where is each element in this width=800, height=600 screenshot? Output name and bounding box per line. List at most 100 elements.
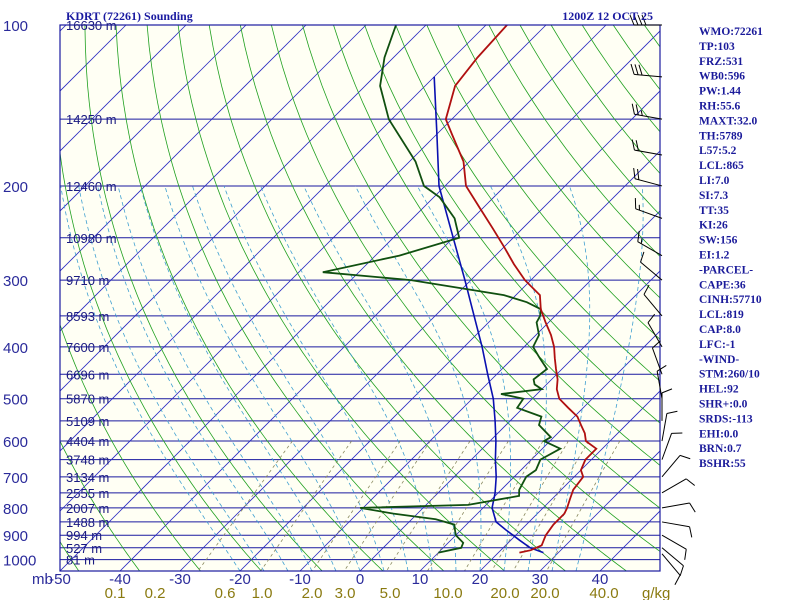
- temperature-tick-label: -30: [169, 571, 191, 588]
- mixing-ratio-label: 1.0: [252, 585, 273, 600]
- wind-barb-staff: [661, 413, 668, 442]
- moist-adiabat-line: [551, 185, 591, 571]
- temperature-tick-label: -50: [49, 571, 71, 588]
- pressure-tick-label: 1000: [3, 553, 36, 570]
- index-value: CAP:8.0: [699, 324, 741, 336]
- wind-barb-flag: [637, 14, 643, 26]
- mixing-ratio-line: [197, 440, 293, 571]
- height-label: 7600 m: [66, 340, 109, 355]
- plot-background: [60, 25, 660, 571]
- wind-barb-staff: [634, 113, 663, 120]
- mixing-ratio-line: [491, 440, 569, 571]
- parcel-trace: [433, 76, 544, 554]
- wind-barb-flag: [689, 526, 693, 538]
- temperature-tick-label: 40: [592, 571, 609, 588]
- height-label: 3748 m: [66, 453, 109, 468]
- height-label: 14250 m: [66, 112, 117, 127]
- dry-adiabat-line: [60, 323, 201, 571]
- pressure-tick-label: 500: [3, 392, 28, 409]
- wind-barb: [631, 103, 663, 120]
- wind-barb-flag: [647, 313, 656, 323]
- isotherm-line: [119, 30, 660, 571]
- index-value: CAPE:36: [699, 279, 746, 291]
- index-value: PW:1.44: [699, 86, 741, 98]
- pressure-tick-label: 700: [3, 470, 28, 487]
- wind-barb: [629, 14, 662, 26]
- wind-barb-staff: [634, 178, 663, 187]
- height-label: 4404 m: [66, 434, 109, 449]
- wind-barb-flag: [640, 251, 645, 263]
- index-value: KI:26: [699, 220, 728, 232]
- isotherm-line: [60, 25, 487, 452]
- station-title: KDRT (72261) Sounding: [66, 9, 193, 23]
- wind-barb: [637, 230, 663, 257]
- height-label: 3134 m: [66, 470, 109, 485]
- isotherm-line: [60, 25, 427, 392]
- units-label: mb: [32, 571, 53, 588]
- wind-barb-flag: [634, 64, 639, 75]
- index-value: CINH:57710: [699, 294, 762, 306]
- index-value: L57:5.2: [699, 145, 737, 157]
- mixing-ratio-label: 3.0: [335, 585, 356, 600]
- mixing-ratio-line: [546, 440, 621, 571]
- dry-adiabat-line: [302, 25, 660, 509]
- height-label: 6696 m: [66, 367, 109, 382]
- isotherm-line: [60, 25, 607, 571]
- wind-barb-staff: [661, 478, 687, 494]
- wind-barb: [661, 478, 696, 494]
- wind-barb: [630, 63, 663, 78]
- index-value: FRZ:531: [699, 56, 743, 68]
- isotherm-line: [60, 25, 187, 152]
- dry-adiabat-line: [84, 25, 323, 571]
- wind-barb: [661, 534, 687, 560]
- index-value: RH:55.6: [699, 101, 740, 113]
- wind-barb: [643, 284, 663, 317]
- isotherm-line: [60, 25, 247, 212]
- index-value: WMO:72261: [699, 26, 763, 38]
- index-value: TT:35: [699, 205, 729, 217]
- wind-barb-half: [640, 238, 643, 244]
- wind-barb: [647, 313, 663, 348]
- index-value: STM:260/10: [699, 369, 760, 381]
- temperature-tick-label: 10: [412, 571, 429, 588]
- temperature-tick-label: -20: [229, 571, 251, 588]
- wind-barb-staff: [651, 347, 663, 375]
- temperature-tick-label: -40: [109, 571, 131, 588]
- wind-barb-flag: [679, 565, 684, 577]
- wind-barb: [661, 454, 691, 478]
- mixing-ratio-label: 20.0: [530, 585, 559, 600]
- moist-adiabat-line: [192, 185, 385, 571]
- wind-barb: [634, 198, 663, 219]
- height-label: 81 m: [66, 553, 95, 568]
- temperature-tick-label: 30: [532, 571, 549, 588]
- index-value: SW:156: [699, 235, 738, 247]
- wind-barb-staff: [661, 553, 681, 576]
- isotherm-line: [0, 25, 6, 571]
- wind-barb-flag: [674, 575, 681, 585]
- mixing-ratio-line: [260, 440, 352, 571]
- wind-barb-flag: [637, 230, 640, 242]
- isotherm-line: [60, 25, 547, 512]
- index-value: WB0:596: [699, 71, 745, 83]
- dry-adiabat-line: [0, 25, 18, 571]
- wind-barb-flag: [685, 478, 696, 486]
- wind-barb-staff: [661, 433, 673, 460]
- height-label: 5870 m: [66, 392, 109, 407]
- mixing-ratio-line: [386, 440, 471, 571]
- moist-adiabat-line: [97, 185, 289, 571]
- isotherm-line: [419, 330, 660, 571]
- wind-barb-staff: [661, 547, 684, 567]
- index-value: LI:7.0: [699, 175, 730, 187]
- moist-adiabat-line: [416, 185, 511, 571]
- wind-barb: [661, 410, 678, 442]
- index-value: EHI:0.0: [699, 428, 739, 440]
- index-value: -WIND-: [699, 354, 739, 366]
- dry-adiabat-line: [271, 25, 660, 552]
- mixing-ratio-label: 0.1: [105, 585, 126, 600]
- wind-barb: [661, 553, 681, 585]
- moist-adiabat-line: [575, 185, 644, 571]
- mixing-ratio-label: 10.0: [433, 585, 462, 600]
- moist-adiabat-line: [78, 185, 265, 571]
- mixing-ratio-label: 0.2: [145, 585, 166, 600]
